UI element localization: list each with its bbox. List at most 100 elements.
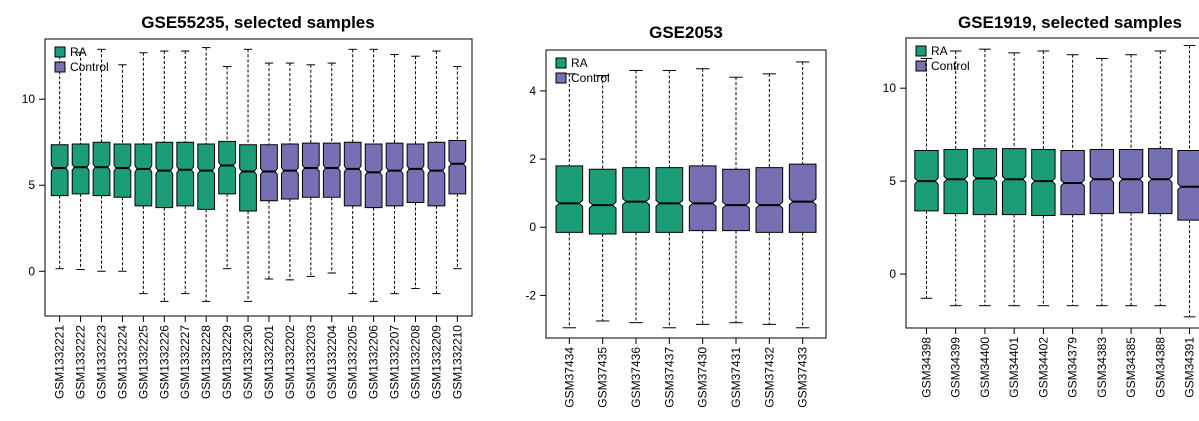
box-GSM37435 <box>588 75 617 322</box>
box-body <box>943 149 968 215</box>
box-body <box>155 141 174 209</box>
box-GSM34402 <box>1031 50 1056 307</box>
box-GSM1332201 <box>260 62 278 280</box>
box-GSM34399 <box>943 50 968 307</box>
box-body <box>788 163 817 233</box>
x-tick-label: GSM34379 <box>1066 337 1080 398</box>
box-GSM37437 <box>655 69 684 329</box>
y-tick-label: 0 <box>529 220 536 234</box>
box-GSM37433 <box>788 61 817 329</box>
box-body <box>1001 148 1027 216</box>
box-body <box>113 143 132 198</box>
box-body <box>50 144 69 197</box>
box-body <box>92 141 111 197</box>
x-tick-label: GSM1332229 <box>220 325 234 399</box>
legend-label-control: Control <box>931 59 970 73</box>
x-tick-label: GSM1332207 <box>388 325 402 399</box>
box-GSM1332206 <box>364 48 383 302</box>
box-body <box>655 167 684 233</box>
box-GSM37431 <box>722 76 750 324</box>
x-tick-label: GSM1332201 <box>262 325 276 399</box>
box-GSM1332223 <box>92 48 111 272</box>
box-GSM1332210 <box>448 66 467 270</box>
box-body <box>343 141 362 207</box>
box-body <box>71 143 90 195</box>
box-body <box>239 144 257 212</box>
x-tick-label: GSM1332206 <box>367 325 381 399</box>
x-tick-label: GSM1332205 <box>346 325 360 399</box>
y-tick-label: 10 <box>22 92 36 106</box>
box-GSM34398 <box>914 57 939 299</box>
y-tick-label: 0 <box>28 264 35 278</box>
x-tick-label: GSM1332225 <box>136 325 150 399</box>
x-tick-label: GSM34385 <box>1124 337 1138 398</box>
chart-title: GSE1919, selected samples <box>958 13 1182 32</box>
x-tick-label: GSM37432 <box>762 347 776 408</box>
legend-label-ra: RA <box>571 56 588 70</box>
box-GSM1332205 <box>343 48 362 295</box>
y-tick-label: -2 <box>525 288 536 302</box>
plot-frame <box>545 49 827 339</box>
box-body <box>322 142 341 198</box>
x-tick-label: GSM37431 <box>729 347 743 408</box>
x-tick-label: GSM1332208 <box>408 325 422 399</box>
y-tick-label: 0 <box>889 267 896 281</box>
box-GSM1332230 <box>239 48 257 302</box>
box-GSM34383 <box>1089 57 1115 307</box>
box-body <box>1118 149 1144 214</box>
box-GSM34385 <box>1118 54 1144 307</box>
x-tick-label: GSM34388 <box>1153 337 1167 398</box>
legend-swatch-control <box>915 60 927 72</box>
box-GSM1332224 <box>113 64 132 272</box>
box-body <box>972 148 998 216</box>
box-GSM34391 <box>1177 44 1199 318</box>
box-body <box>385 142 404 207</box>
x-tick-label: GSM34401 <box>1007 337 1021 398</box>
box-body <box>755 167 784 233</box>
box-GSM1332209 <box>427 50 446 295</box>
box-GSM1332208 <box>406 55 425 289</box>
box-body <box>722 168 750 232</box>
x-tick-label: GSM34383 <box>1095 337 1109 398</box>
x-tick-label: GSM1332226 <box>157 325 171 399</box>
x-tick-label: GSM1332204 <box>325 325 339 399</box>
legend-label-control: Control <box>571 71 610 85</box>
box-body <box>197 143 216 210</box>
legend-swatch-control <box>54 61 66 73</box>
y-tick-label: 5 <box>28 178 35 192</box>
legend-label-control: Control <box>70 60 109 74</box>
x-tick-label: GSM1332210 <box>450 325 464 399</box>
box-GSM1332229 <box>218 66 236 270</box>
box-body <box>176 141 195 207</box>
box-GSM37430 <box>688 68 717 325</box>
box-body <box>1148 148 1173 215</box>
box-GSM1332202 <box>281 62 299 281</box>
box-body <box>622 167 650 233</box>
x-tick-label: GSM1332203 <box>304 325 318 399</box>
x-tick-label: GSM34391 <box>1183 337 1197 398</box>
box-GSM1332226 <box>155 50 174 302</box>
legend-swatch-ra <box>54 46 66 58</box>
box-GSM37434 <box>555 73 584 329</box>
box-GSM1332222 <box>71 52 90 271</box>
legend-swatch-control <box>555 72 567 84</box>
box-GSM37432 <box>755 73 784 325</box>
box-GSM1332207 <box>385 53 404 295</box>
y-tick-label: 5 <box>889 174 896 188</box>
legend-swatch-ra <box>915 45 927 57</box>
x-tick-label: GSM34399 <box>949 337 963 398</box>
x-tick-label: GSM1332222 <box>74 325 88 399</box>
box-body <box>260 144 278 202</box>
x-tick-label: GSM1332230 <box>241 325 255 399</box>
legend-swatch-ra <box>555 57 567 69</box>
x-tick-label: GSM1332223 <box>95 325 109 399</box>
y-tick-label: 10 <box>883 81 897 95</box>
x-tick-label: GSM1332221 <box>53 325 67 399</box>
chart-gse2053: GSE2053 -2 0 2 4 GSM37434 GSM37435 GSM37436 GSM3… <box>525 23 827 408</box>
box-GSM1332225 <box>134 52 153 295</box>
x-tick-label: GSM1332209 <box>429 325 443 399</box>
box-body <box>364 143 383 209</box>
box-GSM34379 <box>1060 54 1085 307</box>
box-GSM34401 <box>1001 52 1027 307</box>
